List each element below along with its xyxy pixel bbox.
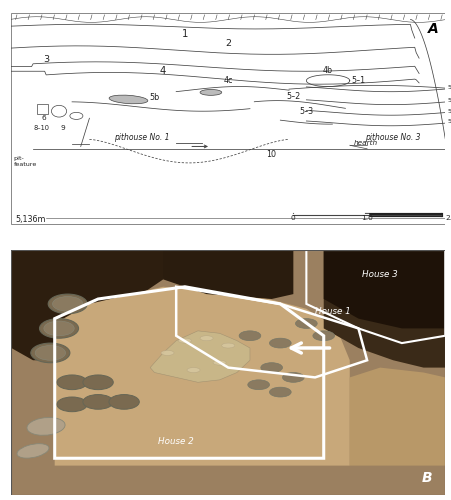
- Ellipse shape: [221, 343, 234, 348]
- Ellipse shape: [52, 296, 83, 311]
- Text: 4c: 4c: [223, 76, 233, 86]
- Text: 5–4d: 5–4d: [446, 120, 451, 124]
- Ellipse shape: [51, 106, 66, 117]
- Text: 10: 10: [266, 150, 276, 159]
- Ellipse shape: [260, 362, 282, 372]
- Ellipse shape: [44, 321, 74, 336]
- Ellipse shape: [35, 346, 65, 360]
- Text: House 3: House 3: [361, 270, 397, 279]
- Ellipse shape: [83, 394, 113, 409]
- Ellipse shape: [70, 112, 83, 119]
- Text: pithouse No. 3: pithouse No. 3: [364, 132, 420, 141]
- Ellipse shape: [109, 394, 139, 409]
- Polygon shape: [11, 250, 176, 360]
- Text: 4b: 4b: [322, 66, 332, 75]
- Text: 2.0m: 2.0m: [444, 216, 451, 222]
- Text: pit-
feature: pit- feature: [14, 156, 37, 166]
- Ellipse shape: [83, 375, 113, 390]
- Text: 4: 4: [160, 66, 166, 76]
- Text: 1: 1: [181, 28, 188, 38]
- Ellipse shape: [247, 380, 269, 390]
- Bar: [37, 104, 48, 114]
- Text: 9: 9: [61, 124, 65, 130]
- Ellipse shape: [200, 90, 221, 96]
- Polygon shape: [349, 368, 444, 466]
- Text: 1.0: 1.0: [360, 216, 372, 222]
- Polygon shape: [323, 250, 444, 368]
- Ellipse shape: [187, 368, 200, 372]
- Ellipse shape: [269, 387, 290, 397]
- Text: 5–1: 5–1: [350, 76, 365, 86]
- Ellipse shape: [39, 318, 78, 338]
- Text: 5–4a: 5–4a: [446, 85, 451, 90]
- Ellipse shape: [269, 338, 290, 348]
- Ellipse shape: [57, 375, 87, 390]
- Ellipse shape: [17, 444, 49, 458]
- Ellipse shape: [312, 331, 334, 340]
- Ellipse shape: [178, 338, 191, 343]
- Text: pithouse No. 1: pithouse No. 1: [114, 132, 169, 141]
- Text: 5–2: 5–2: [285, 92, 300, 100]
- Text: 5,136m: 5,136m: [16, 215, 46, 224]
- Polygon shape: [323, 250, 444, 328]
- Text: 5–4c: 5–4c: [446, 108, 451, 114]
- Ellipse shape: [239, 331, 260, 340]
- Text: House 1: House 1: [314, 306, 350, 316]
- Ellipse shape: [295, 318, 317, 328]
- Text: 3: 3: [43, 55, 49, 64]
- Polygon shape: [55, 286, 349, 466]
- Ellipse shape: [200, 336, 212, 340]
- Ellipse shape: [31, 343, 70, 362]
- Ellipse shape: [48, 294, 87, 314]
- Ellipse shape: [212, 360, 226, 365]
- Text: 6: 6: [41, 116, 46, 121]
- Ellipse shape: [57, 397, 87, 411]
- Text: 5–3: 5–3: [299, 107, 313, 116]
- Text: 5–4b: 5–4b: [446, 98, 451, 103]
- Text: hearth: hearth: [353, 140, 377, 146]
- Text: 5b: 5b: [149, 93, 159, 102]
- Polygon shape: [150, 331, 249, 382]
- Text: 0: 0: [290, 216, 295, 222]
- Text: 8–10: 8–10: [34, 124, 50, 130]
- Text: B: B: [421, 471, 431, 485]
- Ellipse shape: [27, 418, 65, 436]
- Text: House 2: House 2: [158, 436, 193, 446]
- Ellipse shape: [282, 372, 304, 382]
- Text: A: A: [427, 22, 438, 36]
- Ellipse shape: [161, 350, 174, 356]
- Polygon shape: [163, 250, 293, 299]
- Ellipse shape: [109, 95, 147, 104]
- Text: 2: 2: [225, 38, 231, 48]
